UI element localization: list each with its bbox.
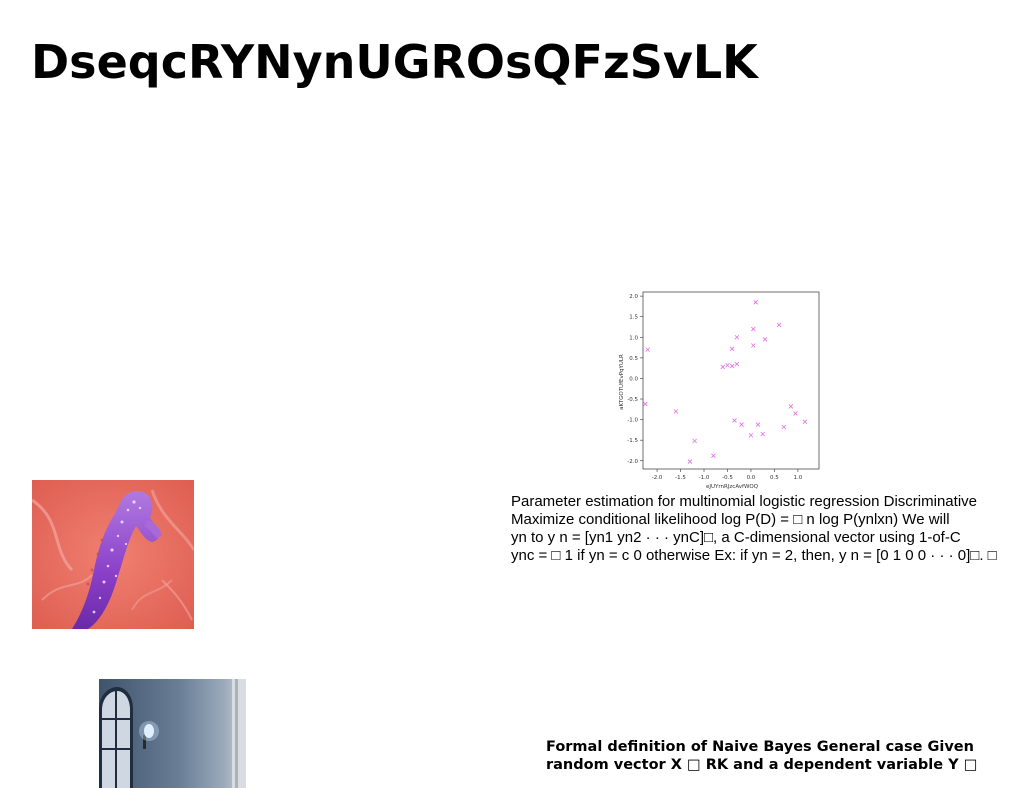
scatter-point bbox=[794, 411, 798, 415]
y-tick-label: 0.5 bbox=[629, 356, 638, 362]
x-tick-label: -2.0 bbox=[652, 475, 663, 481]
scatter-points bbox=[643, 300, 807, 463]
scatter-point bbox=[777, 323, 781, 327]
scatter-chart: 2.0 1.5 1.0 0.5 0.0 -0.5 -1.0 -1.5 -2.0 -2.0 -1.5… bbox=[612, 284, 828, 492]
scatter-point bbox=[789, 404, 793, 408]
scatter-point bbox=[735, 335, 739, 339]
y-tick-label: 1.0 bbox=[629, 335, 638, 341]
text-line: Parameter estimation for multinomial log… bbox=[511, 493, 1024, 511]
scatter-point bbox=[756, 423, 760, 427]
seahorse-photo bbox=[32, 480, 194, 629]
scatter-point bbox=[711, 454, 715, 458]
scatter-point bbox=[688, 460, 692, 464]
scatter-point bbox=[751, 344, 755, 348]
y-tick-label: -2.0 bbox=[627, 459, 638, 465]
x-axis-label: eJUYrnRJzcAvfWOQ bbox=[706, 484, 759, 490]
x-tick-label: -1.0 bbox=[699, 475, 710, 481]
text-line: Maximize conditional likelihood log P(D)… bbox=[511, 511, 1024, 529]
text-line: Formal definition of Naive Bayes General… bbox=[546, 738, 1024, 756]
text-line: ync = □ 1 if yn = c 0 otherwise Ex: if y… bbox=[511, 547, 1024, 565]
interior-room-illustration bbox=[99, 679, 246, 788]
scatter-point bbox=[693, 439, 697, 443]
y-tick-label: 1.5 bbox=[629, 315, 638, 321]
text-line: yn to y n = [yn1 yn2 · · · ynC]□, a C-di… bbox=[511, 529, 1024, 547]
scatter-point bbox=[674, 409, 678, 413]
scatter-point bbox=[721, 365, 725, 369]
text-block-parameter-estimation: Parameter estimation for multinomial log… bbox=[511, 493, 1024, 565]
x-tick-label: 1.0 bbox=[794, 475, 803, 481]
scatter-point bbox=[735, 362, 739, 366]
scatter-point bbox=[643, 402, 647, 406]
x-tick-label: 0.0 bbox=[747, 475, 756, 481]
x-tick-label: 0.5 bbox=[770, 475, 779, 481]
x-tick-label: -1.5 bbox=[675, 475, 686, 481]
scatter-point bbox=[751, 327, 755, 331]
scatter-point bbox=[763, 337, 767, 341]
x-axis-ticks: -2.0 -1.5 -1.0 -0.5 0.0 0.5 1.0 bbox=[652, 469, 803, 481]
scatter-point bbox=[761, 432, 765, 436]
text-line: random vector X □ RK and a dependent var… bbox=[546, 756, 1024, 774]
scatter-point bbox=[646, 348, 650, 352]
scatter-point bbox=[733, 418, 737, 422]
scatter-point bbox=[740, 423, 744, 427]
y-tick-label: -1.5 bbox=[627, 438, 638, 444]
y-tick-label: 0.0 bbox=[629, 376, 638, 382]
plot-frame bbox=[643, 292, 819, 469]
y-axis-label: aKTGOTUfEvPqYULR bbox=[619, 354, 625, 410]
y-axis-ticks: 2.0 1.5 1.0 0.5 0.0 -0.5 -1.0 -1.5 -2.0 bbox=[627, 294, 643, 465]
scatter-point bbox=[725, 363, 729, 367]
scatter-point bbox=[803, 420, 807, 424]
y-tick-label: 2.0 bbox=[629, 294, 638, 300]
x-tick-label: -0.5 bbox=[722, 475, 733, 481]
scatter-point bbox=[749, 433, 753, 437]
scatter-plot-svg: 2.0 1.5 1.0 0.5 0.0 -0.5 -1.0 -1.5 -2.0 -2.0 -1.5… bbox=[612, 284, 828, 492]
scatter-point bbox=[730, 364, 734, 368]
scatter-point bbox=[782, 425, 786, 429]
page-title: DseqcRYNynUGROsQFzSvLK bbox=[31, 30, 758, 94]
scatter-point bbox=[730, 347, 734, 351]
y-tick-label: -1.0 bbox=[627, 418, 638, 424]
interior-room-photo bbox=[99, 679, 246, 788]
y-tick-label: -0.5 bbox=[627, 397, 638, 403]
seahorse-illustration bbox=[32, 480, 194, 629]
plot-border bbox=[643, 292, 819, 469]
text-block-naive-bayes: Formal definition of Naive Bayes General… bbox=[546, 738, 1024, 774]
scatter-point bbox=[754, 300, 758, 304]
